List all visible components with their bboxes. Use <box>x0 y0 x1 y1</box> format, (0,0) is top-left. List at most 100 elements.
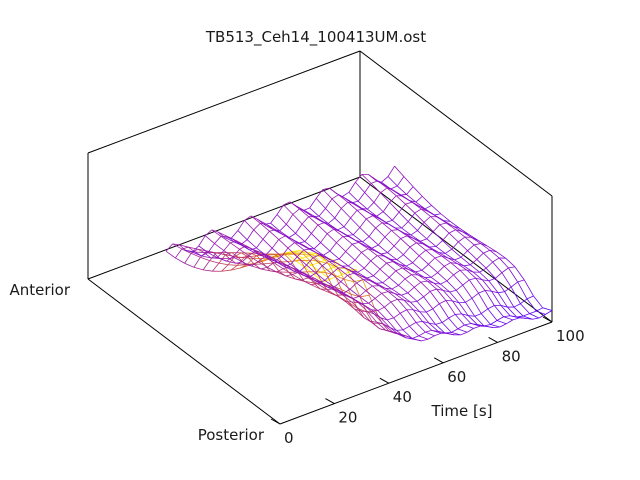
surface-segment <box>415 322 426 333</box>
surface-segment <box>295 223 303 234</box>
surface-segment <box>425 311 436 325</box>
surface-segment <box>472 271 483 281</box>
surface-segment <box>322 265 332 275</box>
surface-segment <box>244 215 252 221</box>
surface-segment <box>312 257 323 266</box>
surface-segment <box>368 227 376 237</box>
surface-segment <box>350 210 358 219</box>
surface-segment <box>359 218 367 228</box>
surface-segment <box>335 294 346 302</box>
surface-segment <box>368 298 376 304</box>
surface-segment <box>395 195 406 205</box>
surface-segment <box>292 274 302 281</box>
surface-segment <box>480 243 491 251</box>
surface-segment <box>216 250 225 258</box>
surface-segment <box>461 313 469 316</box>
surface-segment <box>463 264 471 267</box>
surface-segment <box>249 247 257 251</box>
surface-segment <box>448 317 459 330</box>
surface-segment <box>406 235 417 244</box>
surface-segment <box>443 220 451 222</box>
surface-segment <box>385 222 396 229</box>
surface-segment <box>309 259 320 262</box>
surface-segment <box>414 208 422 214</box>
surface-segment <box>274 256 282 262</box>
surface-segment <box>348 182 356 193</box>
surface-segment <box>439 224 450 234</box>
surface-segment <box>381 181 392 190</box>
surface-segment <box>172 243 183 250</box>
surface-segment <box>201 255 211 259</box>
surface-segment <box>214 243 225 251</box>
surface-segment <box>361 248 369 253</box>
surface-segment <box>400 238 411 248</box>
surface-segment <box>489 249 500 259</box>
surface-segment <box>438 252 449 259</box>
surface-segment <box>350 217 361 228</box>
surface-segment <box>495 278 505 292</box>
surface-segment <box>343 226 354 236</box>
surface-segment <box>468 315 475 317</box>
surface-segment <box>391 288 402 296</box>
surface-segment <box>389 202 400 213</box>
surface-segment <box>362 236 370 243</box>
x-tick-100 <box>542 316 553 323</box>
surface-segment <box>282 268 293 275</box>
surface-segment <box>255 260 266 264</box>
surface-segment <box>446 274 454 282</box>
surface-segment <box>532 317 540 320</box>
surface-segment <box>343 217 351 228</box>
surface-segment <box>382 202 391 212</box>
surface-segment <box>398 203 406 213</box>
surface-segment <box>356 282 367 291</box>
surface-segment <box>420 238 427 242</box>
surface-segment <box>370 320 380 330</box>
surface-segment <box>301 279 312 286</box>
surface-segment <box>327 223 338 231</box>
surface-segment <box>424 208 435 216</box>
surface-segment <box>377 255 387 264</box>
x-tick-label-60: 60 <box>447 368 466 386</box>
surface-segment <box>494 305 504 318</box>
surface-segment <box>422 321 430 324</box>
surface-segment <box>307 247 318 254</box>
surface-segment <box>380 187 388 194</box>
surface-segment <box>272 262 280 273</box>
surface-segment <box>334 281 342 288</box>
x-tick-label-20: 20 <box>338 409 357 427</box>
surface-segment <box>385 287 395 294</box>
surface-segment <box>323 254 333 262</box>
surface-segment <box>283 204 294 215</box>
surface-segment <box>209 260 220 264</box>
surface-segment <box>294 242 305 251</box>
surface-segment <box>413 309 420 313</box>
surface-segment <box>420 281 431 292</box>
surface-segment <box>332 258 340 262</box>
surface-segment <box>431 329 439 332</box>
surface-segment <box>351 200 359 204</box>
surface-segment <box>172 243 180 246</box>
surface-segment <box>468 234 479 241</box>
surface-segment <box>452 225 463 232</box>
surface-segment <box>194 251 205 253</box>
surface-segment <box>309 276 319 283</box>
surface-segment <box>307 247 315 250</box>
surface-segment <box>371 180 378 184</box>
surface-segment <box>523 279 534 297</box>
surface-segment <box>363 267 374 277</box>
surface-segment <box>230 267 241 271</box>
surface-segment <box>414 212 425 223</box>
surface-segment <box>387 317 394 321</box>
surface-segment <box>390 185 398 190</box>
surface-segment <box>401 294 411 303</box>
surface-segment <box>320 233 328 243</box>
surface-segment <box>309 207 320 217</box>
surface-segment <box>296 256 307 266</box>
surface-segment <box>360 208 371 214</box>
surface-segment <box>285 275 296 280</box>
surface-segment <box>496 251 506 259</box>
surface-segment <box>372 215 383 224</box>
surface-segment <box>235 262 246 265</box>
surface-segment <box>232 249 240 258</box>
surface-segment <box>453 274 464 286</box>
